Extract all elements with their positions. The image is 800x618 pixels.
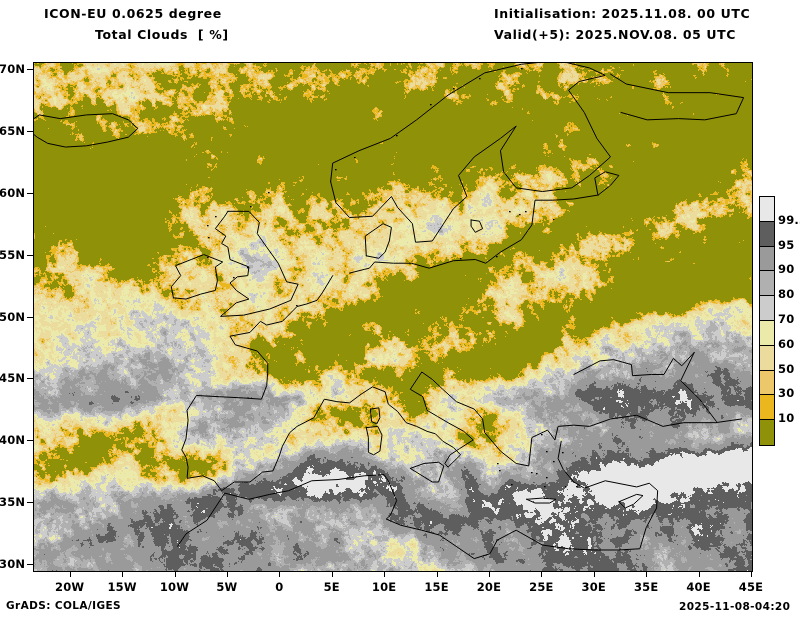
colorbar-band [760, 271, 774, 297]
x-axis-tick [593, 571, 595, 577]
colorbar-band [760, 197, 774, 222]
colorbar-band [760, 345, 774, 371]
y-axis-label: 40N [0, 433, 26, 448]
y-axis-tick [27, 378, 33, 380]
field-title: Total Clouds [ %] [95, 27, 229, 42]
colorbar-tick [759, 220, 775, 222]
y-axis-tick [27, 502, 33, 504]
colorbar-label: 10 [778, 411, 795, 426]
colorbar-band [760, 395, 774, 421]
colorbar-tick [759, 245, 775, 247]
colorbar-band [760, 246, 774, 272]
y-axis-label: 55N [0, 247, 26, 262]
x-axis-label: 5E [323, 580, 340, 594]
x-axis-label: 15E [424, 580, 449, 594]
x-axis-label: 10W [159, 580, 190, 594]
y-axis-label: 30N [0, 556, 26, 571]
y-axis-tick [27, 316, 33, 318]
colorbar-band [760, 221, 774, 247]
y-axis-tick [27, 69, 33, 71]
render-timestamp: 2025-11-08-04:20 [679, 601, 791, 613]
x-axis-label: 35E [633, 580, 659, 594]
x-axis-label: 10E [371, 580, 397, 594]
colorbar-tick [759, 344, 775, 346]
x-axis-tick [122, 571, 124, 577]
y-axis-label: 70N [0, 62, 26, 77]
colorbar-band [760, 370, 774, 396]
colorbar-label: 50 [778, 361, 795, 376]
y-axis-tick [27, 563, 33, 565]
model-title: ICON-EU 0.0625 degree [44, 6, 222, 21]
x-axis-label: 40E [686, 580, 711, 594]
y-axis-tick [27, 254, 33, 256]
y-axis-label: 35N [0, 495, 26, 510]
colorbar-label: 60 [778, 336, 795, 351]
y-axis-label: 60N [0, 186, 26, 201]
colorbar-label: 90 [778, 262, 795, 277]
valid-time: Valid(+5): 2025.NOV.08. 05 UTC [494, 27, 737, 42]
x-axis-tick [279, 571, 281, 577]
y-axis-label: 50N [0, 309, 26, 324]
colorbar-tick [759, 320, 775, 321]
colorbar-tick [759, 419, 775, 421]
x-axis-label: 45E [738, 580, 764, 594]
colorbar-band [760, 296, 774, 321]
x-axis-label: 25E [529, 580, 554, 594]
colorbar-label: 80 [778, 287, 795, 302]
x-axis-tick [646, 571, 648, 577]
y-axis-tick [27, 440, 33, 442]
colorbar-label: 70 [778, 312, 795, 326]
colorbar-label: 30 [778, 386, 795, 401]
x-axis-tick [174, 571, 176, 577]
colorbar-label: 95 [778, 237, 795, 252]
colorbar-band [760, 420, 774, 445]
x-axis-label: 15W [107, 580, 137, 594]
x-axis-tick [436, 571, 438, 577]
y-axis-label: 45N [0, 371, 26, 386]
colorbar [759, 196, 775, 446]
grads-credit: GrADS: COLA/IGES [6, 600, 121, 612]
colorbar-tick [759, 270, 775, 272]
colorbar-tick [759, 295, 775, 297]
x-axis-label: 20W [55, 580, 85, 594]
colorbar-label: 99.5 [778, 212, 800, 227]
x-axis-tick [698, 571, 700, 577]
x-axis-label: 20E [476, 580, 502, 594]
colorbar-band [760, 321, 774, 346]
x-axis-label: 5W [216, 580, 238, 594]
x-axis-tick [69, 571, 71, 577]
y-axis-label: 65N [0, 124, 26, 139]
x-axis-tick [488, 571, 490, 577]
x-axis-tick [541, 571, 543, 577]
x-axis-label: 30E [581, 580, 606, 594]
x-axis-tick [226, 571, 228, 577]
colorbar-tick [759, 369, 775, 371]
x-axis-tick [331, 571, 333, 577]
coastline-overlay [34, 63, 752, 571]
colorbar-tick [759, 394, 775, 396]
x-axis-label: 0 [275, 580, 284, 594]
x-axis-tick [384, 571, 386, 577]
y-axis-tick [27, 193, 33, 195]
map-plot-area [33, 62, 753, 572]
y-axis-tick [27, 131, 33, 133]
x-axis-tick [751, 571, 752, 577]
initialisation-time: Initialisation: 2025.11.08. 00 UTC [494, 6, 751, 21]
